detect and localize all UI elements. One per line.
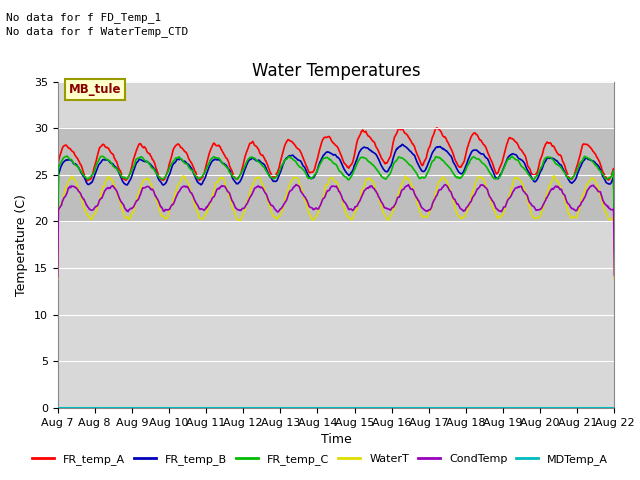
- Text: No data for f WaterTemp_CTD: No data for f WaterTemp_CTD: [6, 26, 189, 37]
- Title: Water Temperatures: Water Temperatures: [252, 62, 420, 80]
- X-axis label: Time: Time: [321, 433, 351, 446]
- Y-axis label: Temperature (C): Temperature (C): [15, 194, 28, 296]
- Text: No data for f FD_Temp_1: No data for f FD_Temp_1: [6, 12, 162, 23]
- Legend: FR_temp_A, FR_temp_B, FR_temp_C, WaterT, CondTemp, MDTemp_A: FR_temp_A, FR_temp_B, FR_temp_C, WaterT,…: [27, 450, 613, 469]
- Bar: [58, 128, 614, 221]
- Text: MB_tule: MB_tule: [68, 83, 121, 96]
